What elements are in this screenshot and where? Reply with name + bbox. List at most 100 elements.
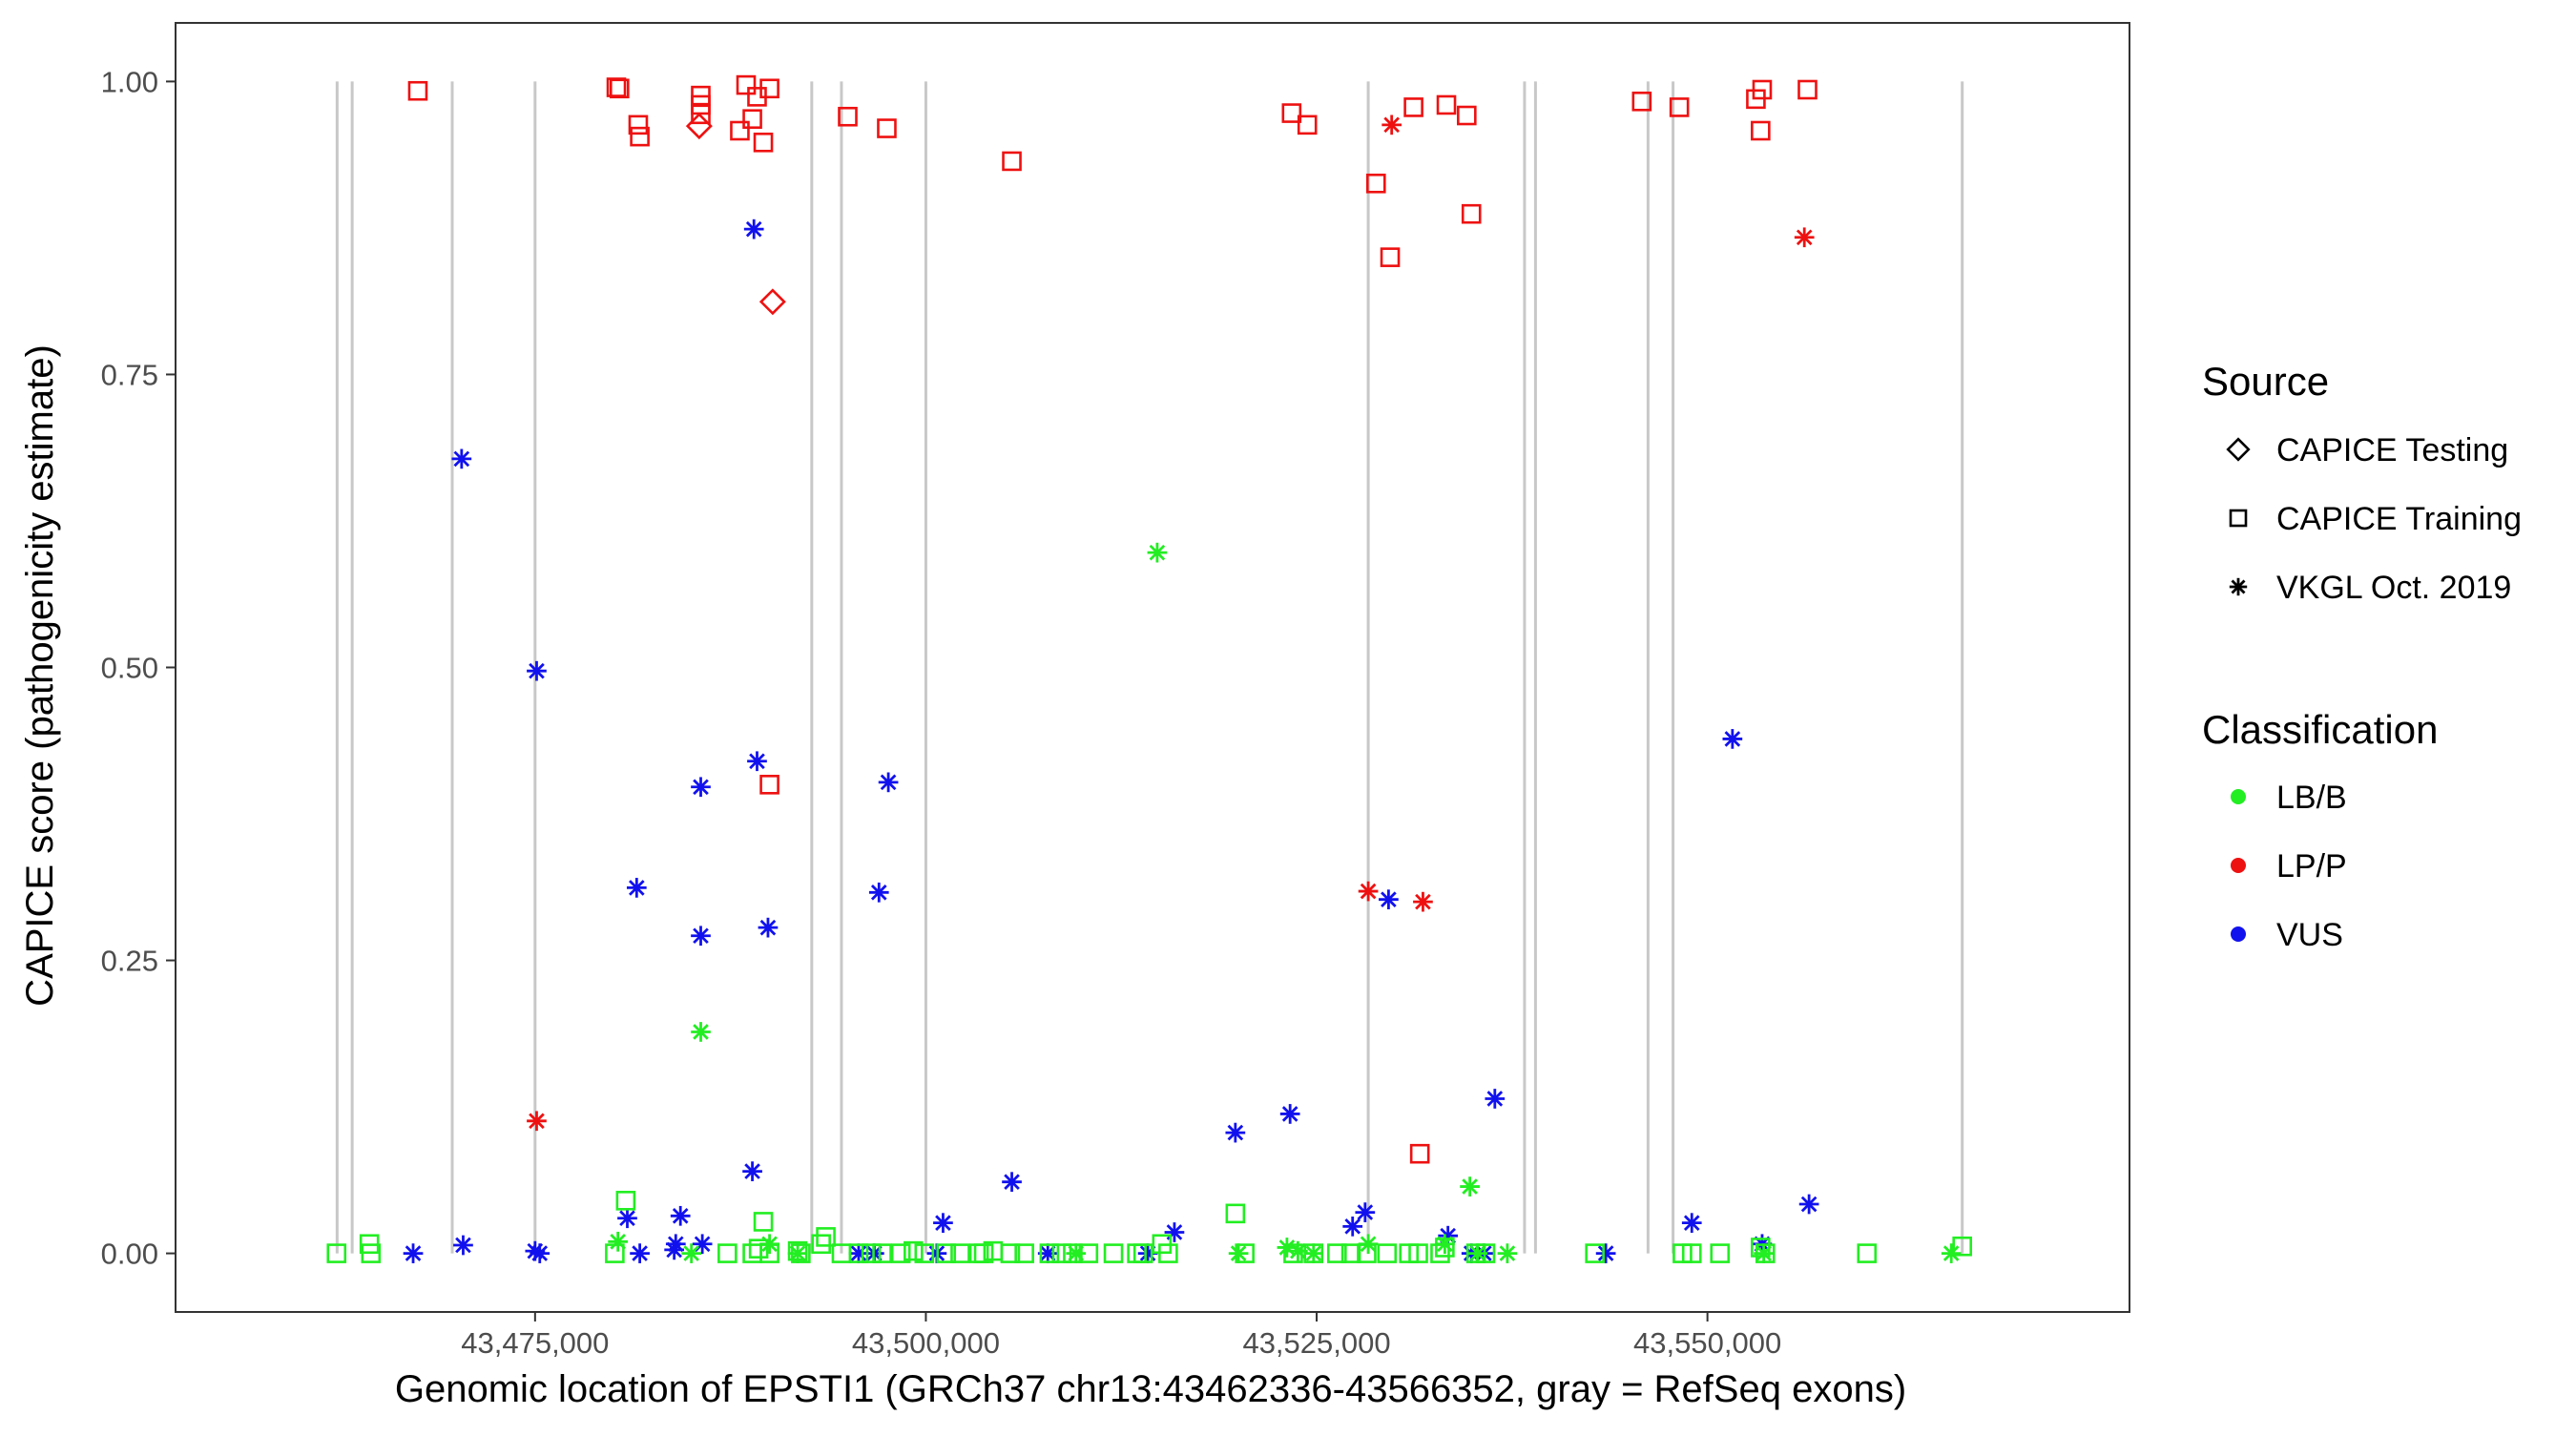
data-point [1303, 1243, 1324, 1263]
data-point [1436, 94, 1457, 115]
data-point [1297, 114, 1318, 135]
data-points [326, 74, 1972, 1263]
data-point [933, 1213, 953, 1234]
data-point [1485, 1089, 1506, 1109]
data-point [691, 1022, 711, 1042]
x-tick-label: 43,500,000 [852, 1326, 1000, 1360]
data-point [670, 1205, 691, 1226]
y-tick-label: 0.75 [101, 358, 158, 391]
legend-class-label: VUS [2276, 917, 2343, 953]
data-point [626, 878, 647, 898]
data-point [1460, 1176, 1480, 1197]
data-point [1752, 79, 1773, 100]
data-point [936, 1243, 957, 1263]
legend-source-label: VKGL Oct. 2019 [2276, 570, 2511, 606]
data-point [1710, 1243, 1731, 1263]
data-point [1403, 97, 1423, 117]
data-point [736, 74, 757, 95]
data-point [615, 1191, 636, 1211]
data-point [1303, 1243, 1324, 1263]
data-point [605, 1243, 625, 1263]
data-point [1078, 1243, 1099, 1263]
legend-class-label: LP/P [2276, 848, 2347, 884]
x-tick-label: 43,525,000 [1242, 1326, 1390, 1360]
data-point [1340, 1243, 1361, 1263]
legend-source-label: CAPICE Testing [2276, 432, 2508, 468]
data-point [717, 1243, 737, 1263]
data-point [1631, 91, 1652, 112]
data-point [691, 777, 711, 798]
data-point [1798, 1194, 1819, 1215]
data-point [1051, 1243, 1072, 1263]
x-tick-label: 43,550,000 [1633, 1326, 1781, 1360]
data-point [811, 1234, 831, 1255]
data-point [1342, 1216, 1363, 1237]
legend-key-asterisk [2229, 577, 2248, 596]
data-point [758, 917, 779, 938]
data-point [1358, 881, 1379, 902]
data-point [664, 1239, 684, 1260]
series-capice-testing-lp-p [685, 113, 786, 316]
data-point [747, 751, 767, 772]
legend-class-label: LB/B [2276, 780, 2347, 816]
data-point [1063, 1243, 1083, 1263]
data-point [1497, 1243, 1518, 1263]
data-point [1475, 1243, 1496, 1263]
data-point [878, 772, 899, 793]
axes: 43,475,000 43,500,000 43,525,000 43,550,000… [101, 65, 1782, 1360]
data-point [742, 109, 762, 130]
data-point [787, 1240, 808, 1261]
data-point [1039, 1243, 1060, 1263]
x-axis-title: Genomic location of EPSTI1 (GRCh37 chr13… [395, 1368, 1906, 1410]
data-point [361, 1243, 382, 1263]
y-axis-title: CAPICE score (pathogenicity estimate) [19, 344, 61, 1007]
data-point [1751, 1238, 1771, 1258]
data-point [1379, 889, 1399, 910]
series-vkgl-lp-p [527, 114, 1815, 1132]
data-point [1158, 1243, 1178, 1263]
data-point [1327, 1243, 1347, 1263]
data-point [1722, 729, 1743, 749]
data-point [1066, 1243, 1087, 1263]
data-point [1132, 1243, 1153, 1263]
data-point [630, 126, 650, 147]
legend-key-dot [2231, 858, 2246, 873]
data-point [861, 1243, 882, 1263]
data-point [617, 1208, 637, 1229]
data-point [1283, 1243, 1303, 1263]
x-tick-label: 43,475,000 [461, 1326, 609, 1360]
legend-key-square [2229, 509, 2248, 528]
data-point [742, 1161, 762, 1181]
data-point [1381, 114, 1402, 135]
data-point [1408, 1243, 1428, 1263]
data-point [1461, 203, 1482, 224]
data-point [685, 113, 713, 140]
data-point [890, 1243, 911, 1263]
data-point [748, 1238, 769, 1259]
data-point [1377, 1243, 1398, 1263]
data-point [530, 1243, 551, 1263]
data-point [759, 78, 779, 99]
data-point [527, 1111, 547, 1132]
data-point [1103, 1243, 1124, 1263]
data-point [1002, 1172, 1022, 1193]
data-point [872, 1243, 892, 1263]
data-point [1681, 1213, 1702, 1234]
y-tick-label: 0.50 [101, 652, 158, 685]
data-point [1952, 1236, 1972, 1257]
data-point [743, 219, 764, 239]
data-point [527, 660, 547, 681]
legend-source-label: CAPICE Training [2276, 501, 2522, 537]
y-tick-label: 0.00 [101, 1238, 158, 1271]
y-tick-label: 0.25 [101, 945, 158, 978]
data-point [753, 132, 774, 153]
data-point [1941, 1243, 1962, 1263]
data-point [608, 1231, 629, 1252]
data-point [1794, 227, 1815, 248]
data-point [1147, 542, 1168, 563]
data-point [451, 448, 472, 469]
data-point [759, 1243, 779, 1263]
